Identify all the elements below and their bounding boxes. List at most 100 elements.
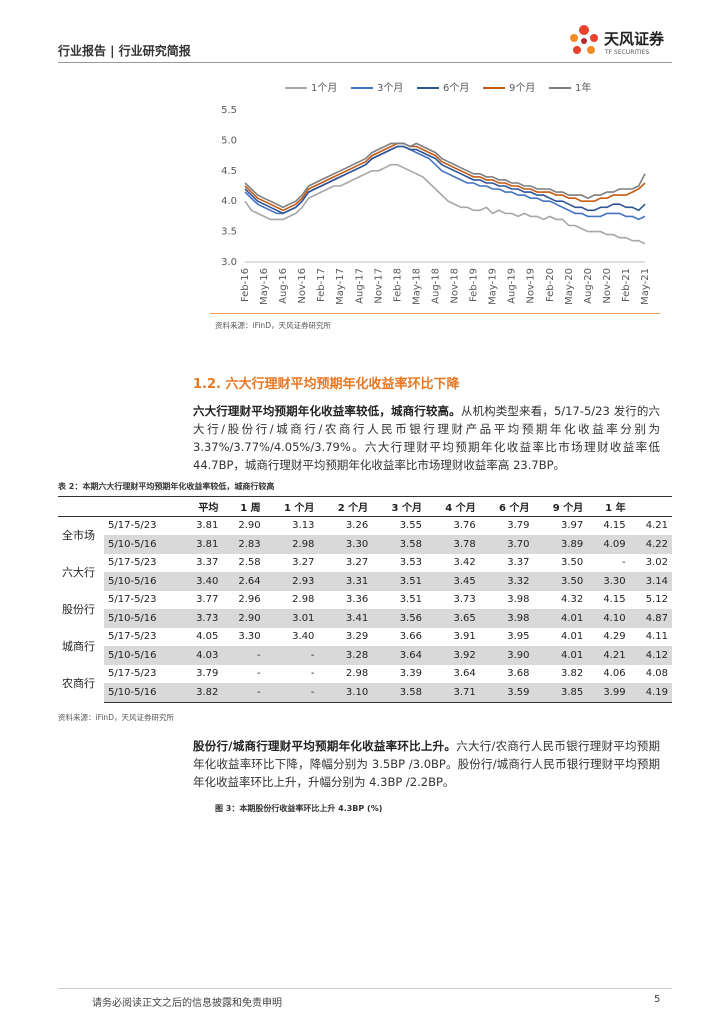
table-cell: 4.22 xyxy=(629,535,672,554)
header-cell xyxy=(104,497,180,517)
x-tick-label: Feb-16 xyxy=(240,268,251,302)
x-tick-label: May-17 xyxy=(335,268,346,305)
table-cell: 3.01 xyxy=(264,609,319,628)
table-row: 全市场 5/17-5/23 3.81 2.90 3.13 3.26 3.55 3.76 3.79… xyxy=(58,516,672,542)
table-cell: 4.03 xyxy=(180,646,223,665)
group-name: 股份行 xyxy=(62,603,95,616)
table-cell: 4.32 xyxy=(560,594,584,606)
table-cell: 2.98 xyxy=(345,668,369,680)
header-cell: 9 个月 xyxy=(552,502,584,514)
x-tick-label: Nov-16 xyxy=(297,268,308,304)
table-cell: 3.81 xyxy=(196,520,219,532)
table-cell: 3.65 xyxy=(425,609,480,628)
table-cell: 4.01 xyxy=(533,609,588,628)
table-cell: 4.15 xyxy=(603,520,626,532)
table-row: 5/10-5/16 4.03- -3.28 3.64 3.92 3.90 4.01 4.21 4… xyxy=(58,646,672,665)
table-cell: 3.51 xyxy=(399,594,422,606)
page-number: 5 xyxy=(654,994,661,1005)
table-cell: 3.91 xyxy=(453,631,476,643)
table-cell: 3.89 xyxy=(533,535,588,554)
table-cell: 4.87 xyxy=(629,609,672,628)
y-tick-label: 4.5 xyxy=(221,166,237,177)
group-name: 城商行 xyxy=(62,640,95,653)
table-cell: 3.71 xyxy=(425,683,480,703)
x-tick-label: May-21 xyxy=(640,268,651,305)
table-cell: 3.79 xyxy=(196,668,219,680)
table-cell: 3.30 xyxy=(587,572,630,591)
table-cell: 4.01 xyxy=(533,646,588,665)
chart-source: 资料来源：iFinD，天风证券研究所 xyxy=(215,321,331,330)
table-cell: 3.36 xyxy=(345,594,369,606)
x-tick-label: May-20 xyxy=(564,268,575,305)
table-cell: 4.12 xyxy=(629,646,672,665)
x-tick-label: Nov-18 xyxy=(450,268,461,304)
table-cell: 4.08 xyxy=(645,668,668,680)
table-cell: 3.53 xyxy=(399,557,422,569)
logo-name: 天风证券 xyxy=(604,30,665,48)
x-tick-label: Aug-20 xyxy=(583,268,594,304)
header-cell xyxy=(58,497,104,517)
footer-rule xyxy=(58,988,672,989)
table-cell: 3.45 xyxy=(425,572,480,591)
table-cell: 3.82 xyxy=(180,683,223,703)
y-tick-label: 3.5 xyxy=(221,227,237,238)
table-cell: 3.42 xyxy=(453,557,476,569)
x-tick-label: Aug-19 xyxy=(507,268,518,304)
table-cell: 3.28 xyxy=(318,646,373,665)
table-cell: 3.81 xyxy=(180,535,223,554)
table-cell: 3.90 xyxy=(479,646,534,665)
x-tick-label: May-19 xyxy=(488,268,499,305)
header-cell: 1 周 xyxy=(240,502,261,514)
table-cell: 3.39 xyxy=(399,668,422,680)
table-row: 六大行 5/17-5/23 3.37 2.58 3.27 3.27 3.53 3.42 3.37… xyxy=(58,554,672,579)
table-row: 5/10-5/16 3.73 2.90 3.01 3.41 3.56 3.65 3.98 4.0… xyxy=(58,609,672,628)
header-cell: 4 个月 xyxy=(445,502,476,514)
x-tick-label: Feb-18 xyxy=(392,268,403,302)
table-cell: 3.32 xyxy=(479,572,534,591)
y-tick-label: 5.5 xyxy=(221,105,237,116)
x-tick-label: May-18 xyxy=(411,268,422,305)
table-cell: 3.64 xyxy=(453,668,476,680)
table-cell: 3.73 xyxy=(453,594,476,606)
table-cell: - xyxy=(222,646,265,665)
header-title: 行业报告 | 行业研究简报 xyxy=(58,44,191,58)
table-cell: 3.58 xyxy=(372,683,426,703)
legend-label: 6个月 xyxy=(443,82,469,94)
x-tick-label: Feb-19 xyxy=(469,268,480,302)
header-cell: 平均 xyxy=(198,502,219,514)
logo-en: TF SECURITIES xyxy=(605,49,650,56)
table-cell: 2.83 xyxy=(222,535,265,554)
header-cell: 1 年 xyxy=(605,502,626,514)
table-cell: 3.58 xyxy=(372,535,426,554)
table-cell: - xyxy=(264,646,319,665)
table-cell: 4.09 xyxy=(587,535,630,554)
y-tick-label: 3.0 xyxy=(221,257,237,268)
table-source: 资料来源：iFinD，天风证券研究所 xyxy=(58,713,174,722)
table-caption: 表 2：本期六大行理财平均预期年化收益率较低，城商行较高 xyxy=(58,482,275,491)
table-cell: 3.68 xyxy=(507,668,530,680)
table-header-row: 平均 1 周 1 个月 2 个月 3 个月 4 个月 6 个月 9 个月 1 年 xyxy=(58,496,672,517)
table-cell: 3.13 xyxy=(292,520,315,532)
table-cell: - xyxy=(257,668,261,680)
table-cell: 4.29 xyxy=(603,631,626,643)
chart-rule xyxy=(210,313,660,314)
table-cell: 3.02 xyxy=(645,557,668,569)
table-cell: 3.97 xyxy=(560,520,584,532)
table-cell: 5/17-5/23 xyxy=(108,594,157,606)
series-line xyxy=(244,142,646,209)
table-cell: 5/10-5/16 xyxy=(104,646,180,665)
table-cell: 3.40 xyxy=(180,572,223,591)
table-cell: 3.99 xyxy=(587,683,630,703)
series-line xyxy=(244,142,646,212)
table-cell: 3.31 xyxy=(318,572,373,591)
table-row: 5/10-5/16 3.82- -3.10 3.58 3.71 3.59 3.85 3.99 4… xyxy=(58,683,672,703)
table-cell: 4.15 xyxy=(603,594,626,606)
group-name: 农商行 xyxy=(62,677,95,691)
table-cell: 4.06 xyxy=(603,668,626,680)
paragraph-text: 从机构类型来看，5/17-5/23 发行的六大行/股份行/城商行/农商行人民币银… xyxy=(193,404,661,472)
table-cell: 3.26 xyxy=(345,520,369,532)
table-cell: 5/10-5/16 xyxy=(104,535,180,554)
table-cell: 3.78 xyxy=(425,535,480,554)
section-heading: 1.2. 六大行理财平均预期年化收益率环比下降 xyxy=(193,377,460,392)
